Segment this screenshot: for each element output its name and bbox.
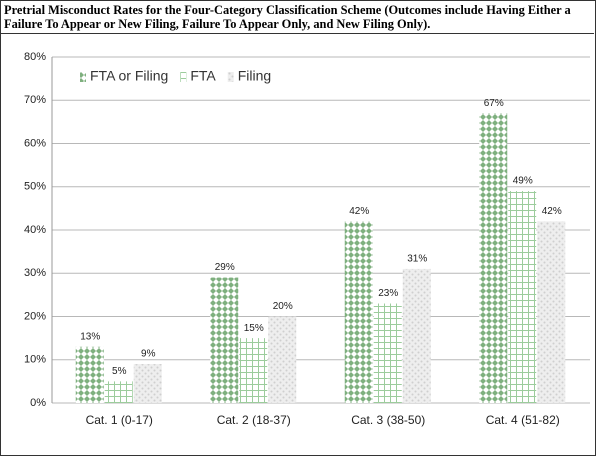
bar [373, 303, 402, 403]
bar [402, 268, 431, 403]
data-label: 29% [215, 262, 235, 273]
bar [133, 364, 162, 403]
data-label: 23% [378, 288, 398, 299]
title-rule [0, 33, 594, 34]
bar [508, 191, 537, 403]
y-tick-label: 50% [24, 181, 46, 193]
bar [239, 338, 268, 403]
data-label: 49% [513, 176, 533, 187]
data-label: 67% [484, 98, 504, 109]
data-label: 15% [244, 323, 264, 334]
y-tick-label: 10% [24, 354, 46, 366]
bar [537, 221, 566, 403]
x-tick-label: Cat. 1 (0-17) [86, 413, 153, 427]
y-tick-label: 20% [24, 310, 46, 322]
legend-swatch [180, 72, 187, 82]
bar [104, 381, 133, 403]
bar [210, 277, 239, 403]
bar [344, 221, 373, 403]
data-label: 42% [349, 206, 369, 217]
y-tick-label: 70% [24, 94, 46, 106]
y-tick-label: 80% [24, 51, 46, 63]
data-label: 31% [407, 254, 427, 265]
y-tick-label: 60% [24, 137, 46, 149]
x-tick-label: Cat. 3 (38-50) [351, 413, 425, 427]
data-label: 42% [542, 206, 562, 217]
data-label: 9% [141, 349, 156, 360]
x-tick-label: Cat. 4 (51-82) [486, 413, 560, 427]
data-label: 20% [273, 301, 293, 312]
legend-label: FTA [190, 68, 216, 84]
x-tick-label: Cat. 2 (18-37) [217, 413, 291, 427]
y-tick-label: 30% [24, 267, 46, 279]
legend-label: Filing [238, 68, 271, 84]
y-tick-label: 40% [24, 224, 46, 236]
legend-swatch [227, 72, 234, 82]
data-label: 13% [80, 331, 100, 342]
bar [75, 346, 104, 403]
chart-title: Pretrial Misconduct Rates for the Four-C… [4, 3, 571, 31]
data-label: 5% [112, 366, 127, 377]
bar [479, 113, 508, 403]
y-tick-label: 0% [30, 397, 46, 409]
legend-label: FTA or Filing [90, 68, 168, 84]
legend-swatch [80, 72, 86, 82]
bar [268, 316, 297, 403]
